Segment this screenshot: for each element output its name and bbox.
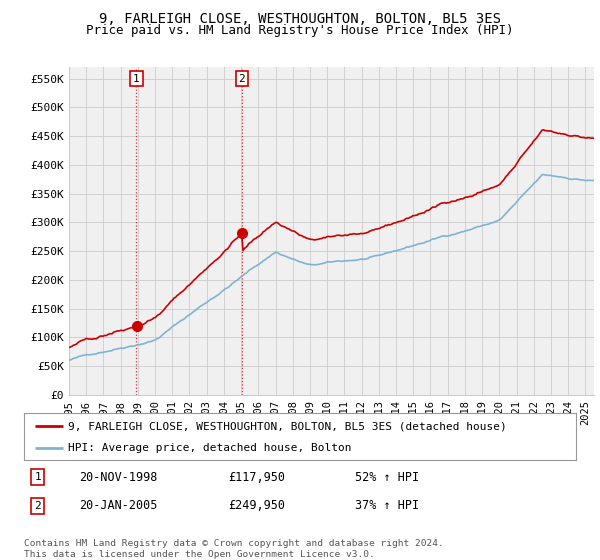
Text: Contains HM Land Registry data © Crown copyright and database right 2024.
This d: Contains HM Land Registry data © Crown c…: [24, 539, 444, 559]
Text: 1: 1: [34, 472, 41, 482]
Text: 20-JAN-2005: 20-JAN-2005: [79, 500, 158, 512]
Text: Price paid vs. HM Land Registry's House Price Index (HPI): Price paid vs. HM Land Registry's House …: [86, 24, 514, 37]
Text: 9, FARLEIGH CLOSE, WESTHOUGHTON, BOLTON, BL5 3ES: 9, FARLEIGH CLOSE, WESTHOUGHTON, BOLTON,…: [99, 12, 501, 26]
Text: 20-NOV-1998: 20-NOV-1998: [79, 470, 158, 483]
Text: 2: 2: [239, 74, 245, 83]
Text: £249,950: £249,950: [228, 500, 285, 512]
Text: 2: 2: [34, 501, 41, 511]
Text: HPI: Average price, detached house, Bolton: HPI: Average price, detached house, Bolt…: [68, 444, 352, 454]
Text: 37% ↑ HPI: 37% ↑ HPI: [355, 500, 419, 512]
Text: £117,950: £117,950: [228, 470, 285, 483]
Text: 9, FARLEIGH CLOSE, WESTHOUGHTON, BOLTON, BL5 3ES (detached house): 9, FARLEIGH CLOSE, WESTHOUGHTON, BOLTON,…: [68, 421, 507, 431]
Text: 52% ↑ HPI: 52% ↑ HPI: [355, 470, 419, 483]
Text: 1: 1: [133, 74, 140, 83]
